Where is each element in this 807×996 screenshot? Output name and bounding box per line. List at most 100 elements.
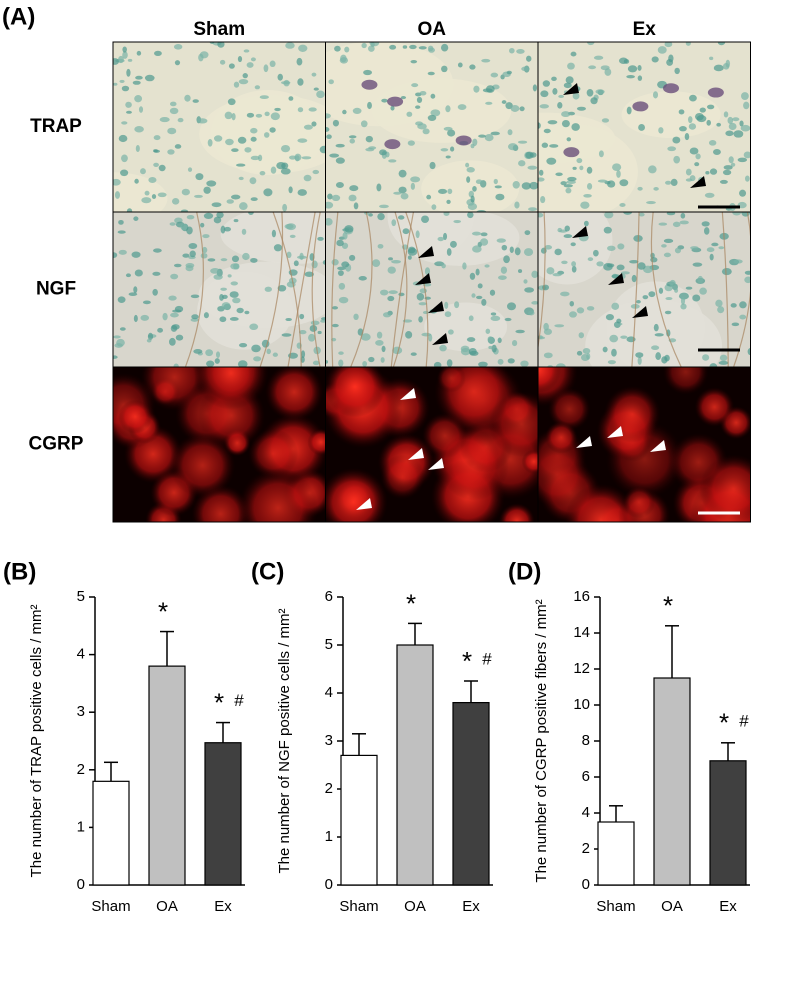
cell — [136, 50, 142, 56]
cell — [527, 310, 535, 316]
cell — [236, 163, 246, 167]
cell — [558, 94, 565, 98]
cell — [526, 55, 532, 62]
arrowhead — [428, 458, 444, 470]
cell — [151, 194, 157, 199]
cell — [507, 358, 515, 364]
cell — [377, 244, 384, 249]
cell — [732, 117, 740, 122]
cell — [264, 132, 270, 138]
cell — [471, 231, 482, 236]
cell — [531, 270, 538, 279]
cell — [569, 301, 575, 307]
cell — [132, 80, 141, 85]
cell — [567, 62, 575, 70]
cell — [169, 107, 179, 115]
fluor — [325, 367, 386, 418]
cell — [177, 117, 184, 123]
cell — [454, 301, 460, 309]
cell — [739, 314, 747, 320]
cell — [722, 169, 732, 176]
cell — [310, 320, 320, 326]
cell — [457, 62, 463, 68]
cell — [709, 168, 718, 175]
cell — [398, 186, 407, 194]
cell — [481, 58, 491, 63]
cell — [658, 222, 668, 226]
cell — [447, 129, 456, 137]
y-tick-label: 0 — [77, 876, 85, 893]
cell — [174, 144, 182, 149]
cell — [338, 282, 346, 290]
cell — [713, 64, 724, 72]
cell — [338, 359, 344, 367]
cell — [135, 144, 140, 153]
cell — [518, 160, 526, 167]
cell — [336, 239, 344, 247]
cell — [141, 197, 152, 204]
cell — [445, 155, 451, 159]
y-tick-label: 2 — [77, 761, 85, 778]
fluor — [118, 399, 153, 434]
cell — [381, 345, 386, 353]
cell — [651, 56, 659, 63]
cell — [113, 178, 121, 186]
cell — [237, 56, 243, 63]
cell — [520, 360, 529, 367]
cell — [446, 199, 451, 204]
cell — [637, 65, 642, 71]
cell — [190, 294, 200, 299]
bar — [148, 665, 186, 886]
cell — [731, 322, 740, 327]
cell — [718, 360, 729, 365]
x-tick-label: Sham — [339, 898, 378, 915]
cell — [325, 201, 334, 209]
cell — [690, 246, 699, 250]
cell — [380, 357, 385, 363]
cell — [441, 65, 448, 73]
cell — [521, 66, 530, 72]
cell — [730, 162, 736, 167]
cell — [250, 57, 256, 62]
cell — [552, 272, 562, 277]
cell — [601, 118, 610, 123]
cell — [666, 58, 674, 66]
bone — [372, 78, 512, 143]
cell — [616, 170, 621, 178]
cell — [230, 194, 241, 200]
cell — [478, 134, 486, 138]
cell — [241, 228, 247, 235]
cell — [263, 188, 273, 197]
y-tick-label: 0 — [582, 876, 590, 893]
cell — [376, 331, 383, 339]
cell — [140, 314, 150, 321]
cell — [732, 212, 742, 216]
cell — [546, 157, 557, 165]
cell — [118, 55, 124, 64]
cell — [437, 236, 445, 242]
cell — [230, 263, 240, 270]
cell — [648, 165, 657, 174]
cell — [335, 157, 345, 164]
cell — [672, 136, 681, 144]
y-tick-label: 3 — [325, 732, 333, 749]
cell — [685, 286, 693, 290]
cell — [475, 179, 483, 185]
cell — [422, 128, 430, 135]
cell — [665, 180, 672, 185]
cell — [543, 328, 552, 335]
cell — [250, 257, 258, 263]
fluor — [325, 467, 388, 522]
cell — [509, 246, 514, 253]
cell — [191, 314, 199, 320]
cell — [704, 192, 715, 198]
cell — [709, 253, 714, 261]
cell — [617, 243, 625, 250]
cell — [722, 62, 730, 70]
cell — [375, 339, 384, 346]
cell — [328, 79, 334, 85]
cell — [478, 361, 488, 367]
cell — [684, 132, 690, 141]
column-label: Ex — [633, 19, 657, 40]
cell — [281, 333, 292, 337]
